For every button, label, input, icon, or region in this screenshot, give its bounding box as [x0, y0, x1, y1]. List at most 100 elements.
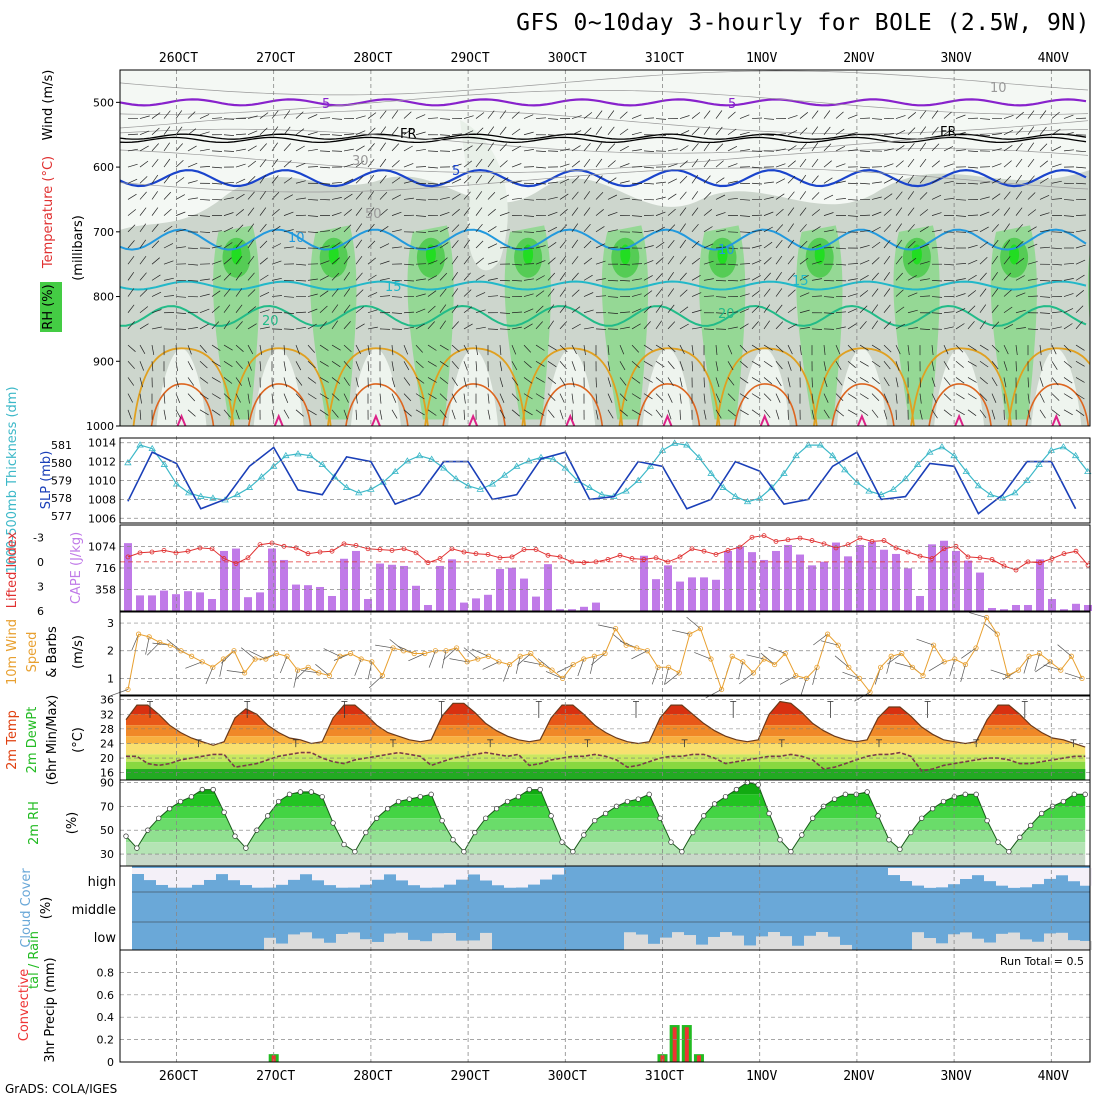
wind-barb	[283, 229, 294, 233]
wind-barb	[595, 175, 603, 184]
wind-barb	[487, 328, 499, 330]
wind10-point	[453, 645, 460, 651]
label-isotherm-5b: 5	[728, 97, 736, 112]
thickness-line	[127, 442, 1089, 503]
wind10-point	[602, 650, 608, 657]
wind-barb	[739, 114, 750, 119]
wind-barb	[1015, 309, 1026, 314]
wind-barb	[511, 163, 522, 168]
wind-barb	[763, 181, 774, 184]
wind-barb	[1051, 146, 1062, 152]
wind-barb	[955, 199, 967, 201]
wind-barb	[655, 196, 666, 200]
wind-barb	[679, 175, 688, 184]
wind-barb	[511, 280, 523, 282]
thickness-point	[124, 459, 132, 466]
wind-barb	[835, 163, 846, 168]
rh2m-point	[483, 815, 489, 821]
wind-barb	[259, 158, 267, 168]
rh2m-point	[166, 806, 173, 812]
wind-barb	[799, 174, 807, 184]
wind10-barb	[354, 658, 362, 676]
wind-barb	[535, 166, 547, 169]
slp-tick-0: 1014	[88, 437, 116, 450]
wind-barb	[295, 128, 305, 136]
isotherm-30-3	[442, 383, 506, 426]
isotherm-30-2	[345, 383, 409, 426]
wind-barb	[499, 296, 511, 298]
wind-barb	[667, 344, 676, 353]
wind-barb	[619, 197, 630, 200]
rh2m-point	[984, 817, 990, 824]
wind-barb	[235, 163, 246, 168]
wind-barb	[499, 194, 510, 200]
t2m-line	[125, 700, 1086, 748]
rh2m-point	[711, 801, 718, 807]
wind-barb	[571, 323, 581, 330]
rh2m-point	[221, 809, 227, 815]
wind-barb	[967, 229, 978, 233]
label-isotherm-20b: 20	[718, 307, 735, 322]
wind-barb	[403, 377, 411, 386]
rh-tick-3: 30	[100, 848, 114, 861]
wind-barb	[895, 191, 903, 200]
wind-barb	[523, 278, 534, 281]
wind-barb	[487, 260, 498, 265]
wind-barb	[967, 360, 977, 367]
wind-barb	[307, 293, 318, 297]
wind-barb	[763, 272, 771, 281]
wind-barb	[812, 425, 813, 426]
wind-barb	[439, 118, 451, 120]
wind-barb	[571, 145, 581, 152]
wind-barb	[331, 377, 341, 384]
li-tick-1: 0	[37, 556, 44, 569]
wind-barb	[235, 133, 247, 136]
wind-barb	[511, 326, 522, 330]
thickness-point	[622, 487, 630, 494]
wind10-point	[294, 667, 301, 673]
wind-barb	[895, 145, 905, 152]
wind-barb	[259, 240, 268, 249]
cloud-high-bar	[948, 868, 960, 885]
wind-barb	[415, 293, 426, 297]
wind10-barb	[226, 670, 245, 674]
wind-barb	[211, 393, 221, 400]
wind-barb	[307, 215, 319, 217]
cloud-high-bar	[1044, 868, 1056, 879]
cape-bar	[1072, 603, 1080, 611]
wind-barb	[775, 377, 782, 387]
wind-barb	[224, 425, 225, 426]
isotherm-35-9	[1051, 413, 1062, 426]
wind10-point	[623, 642, 629, 648]
wind-barb	[979, 409, 987, 419]
rh-patch-a	[460, 120, 508, 271]
wind-barb	[163, 110, 171, 119]
wind-barb	[763, 360, 773, 368]
wind-barb	[259, 257, 268, 265]
wind-barb	[199, 166, 211, 168]
cape-bar	[760, 559, 768, 611]
wind-barb	[956, 425, 957, 426]
thickness-point	[768, 483, 776, 490]
li-point	[125, 554, 131, 560]
wind-barb	[535, 393, 545, 400]
wind-barb	[1003, 377, 1007, 388]
wind-barb	[835, 198, 846, 200]
wind-barb	[211, 290, 221, 297]
wind-barb	[1051, 409, 1061, 417]
wind-barb	[943, 263, 955, 266]
wind-barb	[1051, 344, 1057, 355]
wind10-barb	[961, 647, 977, 659]
label-wind-50: 50	[365, 207, 382, 222]
wind-barb	[847, 323, 857, 330]
wind-barb	[476, 425, 477, 426]
temp-band-base	[126, 769, 1086, 780]
wind-barb	[752, 425, 753, 426]
cloud-high-bar	[264, 868, 276, 888]
wind-barb	[487, 226, 497, 233]
wind-barb	[1003, 175, 1012, 184]
wind-barb	[823, 361, 827, 372]
wind-barb	[775, 409, 780, 420]
cloud-low-bar	[300, 932, 312, 950]
wind-barb	[535, 230, 546, 233]
